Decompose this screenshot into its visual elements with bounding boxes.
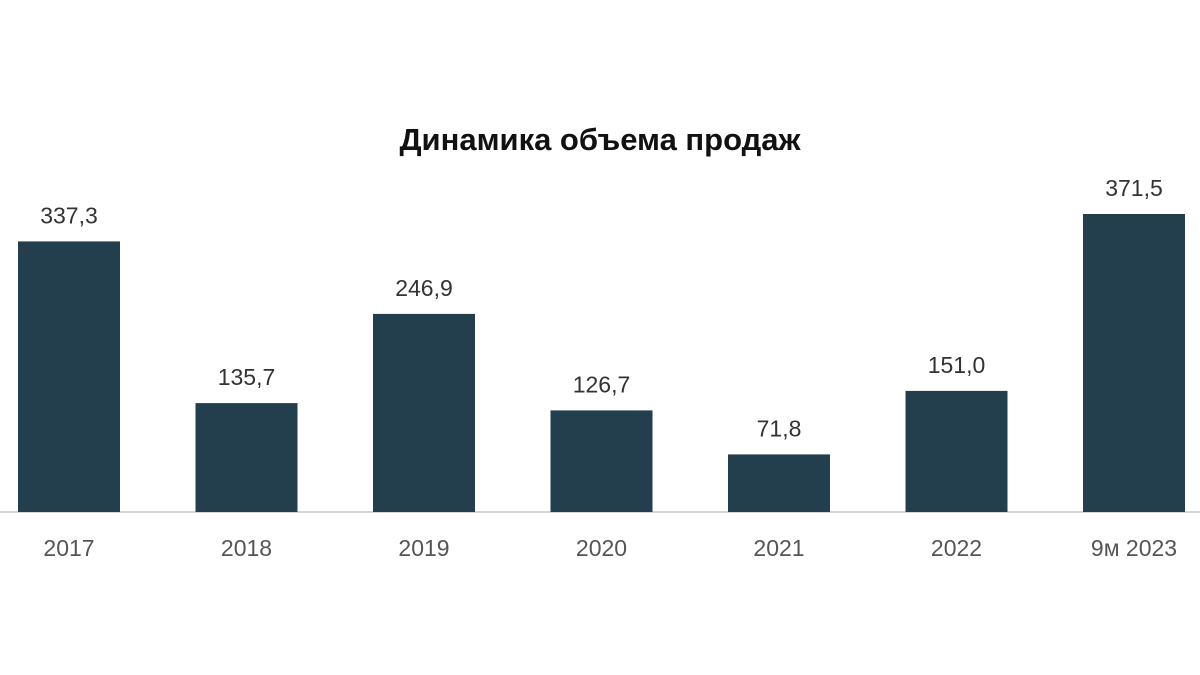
bar-2019 xyxy=(373,313,475,512)
x-tick-label: 2017 xyxy=(43,535,94,561)
bar-2022 xyxy=(905,390,1008,512)
bar-2021 xyxy=(728,454,830,512)
value-label: 337,3 xyxy=(40,202,98,228)
x-tick-label: 2020 xyxy=(576,535,627,561)
value-label: 126,7 xyxy=(573,371,631,397)
bar-2017 xyxy=(18,241,120,512)
value-labels-group: 337,3 135,7 246,9 126,7 71,8 151,0 371,5 xyxy=(40,175,1163,441)
bars-group xyxy=(18,214,1185,512)
value-label: 371,5 xyxy=(1105,175,1163,201)
x-tick-label: 2019 xyxy=(398,535,449,561)
x-tick-label: 9м 2023 xyxy=(1091,535,1177,561)
value-label: 135,7 xyxy=(218,364,276,390)
chart-title: Динамика объема продаж xyxy=(399,122,801,157)
bar-2020 xyxy=(550,410,653,512)
value-label: 246,9 xyxy=(395,275,453,301)
x-tick-labels-group: 2017 2018 2019 2020 2021 2022 9м 2023 xyxy=(43,535,1177,561)
x-tick-label: 2018 xyxy=(221,535,272,561)
value-label: 71,8 xyxy=(757,415,802,441)
bar-2018 xyxy=(195,403,298,512)
bar-9м-2023 xyxy=(1083,214,1185,512)
x-tick-label: 2022 xyxy=(931,535,982,561)
value-label: 151,0 xyxy=(928,352,986,378)
x-tick-label: 2021 xyxy=(753,535,804,561)
